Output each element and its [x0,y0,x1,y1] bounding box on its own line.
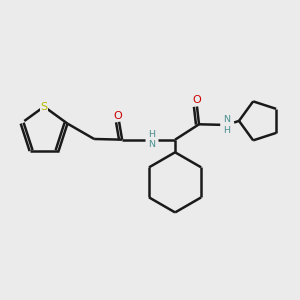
Text: O: O [192,95,201,105]
Text: S: S [40,102,48,112]
Text: N
H: N H [224,115,230,135]
Text: O: O [114,111,122,121]
Text: H
N: H N [148,130,155,149]
